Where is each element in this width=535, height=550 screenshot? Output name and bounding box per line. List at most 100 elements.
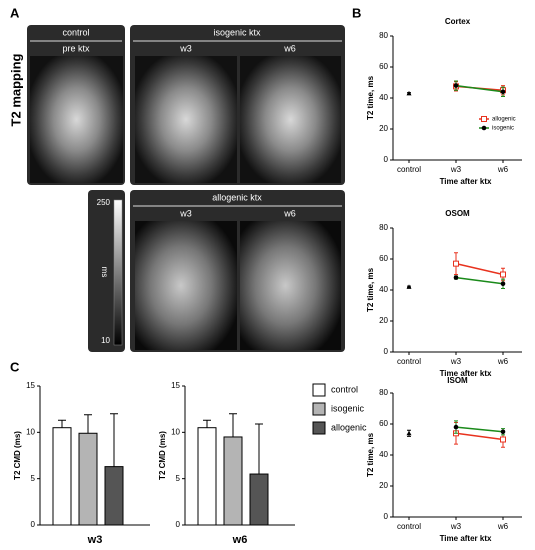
x-axis-label: Time after ktx — [440, 534, 492, 543]
panel-label: B — [352, 5, 361, 20]
bar — [104, 466, 124, 526]
y-tick-label: 20 — [379, 124, 388, 133]
y-tick-label: 60 — [379, 419, 388, 428]
bar — [249, 473, 269, 526]
colorbar-unit: ms — [100, 267, 109, 278]
point — [453, 260, 459, 267]
error-bar — [84, 414, 92, 434]
legend-marker — [481, 116, 487, 122]
y-tick-label: 0 — [176, 520, 181, 529]
x-tick-label: w6 — [497, 357, 509, 366]
legend-label: isogenic — [331, 403, 365, 413]
legend-label: allogenic — [492, 117, 516, 123]
header: allogenic ktx — [212, 192, 262, 202]
line — [455, 262, 504, 276]
y-tick-label: 5 — [176, 474, 181, 483]
y-tick-label: 80 — [379, 31, 388, 40]
chart-title: Cortex — [445, 17, 471, 26]
x-tick-label: control — [397, 165, 421, 174]
y-axis-label: T2 CMD (ms) — [158, 431, 167, 480]
chart-title: w6 — [232, 534, 248, 546]
x-tick-label: control — [397, 357, 421, 366]
error-bar — [203, 419, 211, 428]
legend-marker — [481, 125, 487, 131]
y-tick-label: 0 — [384, 512, 389, 521]
mri-image — [240, 221, 341, 350]
point — [500, 436, 506, 443]
point — [453, 275, 459, 280]
chart-title: OSOM — [445, 209, 470, 218]
subheader: w6 — [283, 43, 296, 53]
point — [406, 430, 412, 436]
legend-label: allogenic — [331, 422, 367, 432]
point — [406, 90, 412, 96]
x-axis-label: Time after ktx — [440, 177, 492, 186]
point — [453, 83, 459, 88]
bar — [52, 427, 72, 526]
error-bar — [110, 413, 118, 467]
subheader: w6 — [283, 208, 296, 218]
bar — [223, 436, 243, 526]
y-tick-label: 0 — [384, 155, 389, 164]
bar — [197, 427, 217, 526]
colorbar — [113, 199, 123, 346]
point — [500, 89, 506, 95]
legend-label: isogenic — [492, 126, 514, 132]
y-axis-label: T2 time, ms — [366, 432, 375, 477]
chart-title: w3 — [87, 534, 103, 546]
point — [453, 424, 459, 430]
y-tick-label: 80 — [379, 223, 388, 232]
subheader: pre ktx — [62, 43, 90, 53]
colorbar-min: 10 — [101, 336, 110, 345]
mri-image — [30, 56, 123, 183]
y-tick-label: 15 — [171, 381, 180, 390]
panel-label: A — [10, 5, 20, 20]
y-tick-label: 60 — [379, 62, 388, 71]
point — [406, 284, 412, 289]
chart-title: ISOM — [447, 376, 468, 385]
x-axis-label: Time after ktx — [440, 369, 492, 378]
bar — [78, 432, 98, 526]
panel-label: C — [10, 359, 20, 374]
header: isogenic ktx — [213, 27, 261, 37]
x-tick-label: w3 — [450, 522, 462, 531]
line — [455, 276, 504, 285]
x-tick-label: control — [397, 522, 421, 531]
y-axis-label: T2 time, ms — [366, 267, 375, 312]
mri-image — [135, 56, 237, 183]
y-axis-label: T2 CMD (ms) — [13, 431, 22, 480]
legend-label: control — [331, 384, 358, 394]
error-bar — [255, 423, 263, 475]
line — [455, 432, 504, 441]
y-tick-label: 10 — [26, 427, 35, 436]
y-tick-label: 80 — [379, 388, 388, 397]
y-tick-label: 40 — [379, 285, 388, 294]
panel-a-title: T2 mapping — [8, 53, 23, 126]
x-tick-label: w3 — [450, 165, 462, 174]
subheader: w3 — [179, 208, 192, 218]
y-axis-label: T2 time, ms — [366, 75, 375, 120]
x-tick-label: w6 — [497, 165, 509, 174]
mri-image — [135, 221, 237, 350]
colorbar-max: 250 — [97, 198, 111, 207]
y-tick-label: 15 — [26, 381, 35, 390]
y-tick-label: 60 — [379, 254, 388, 263]
mri-image — [240, 56, 341, 183]
legend-swatch — [312, 383, 326, 397]
y-tick-label: 0 — [31, 520, 36, 529]
error-bar — [58, 419, 66, 428]
y-tick-label: 0 — [384, 347, 389, 356]
y-tick-label: 10 — [171, 427, 180, 436]
subheader: w3 — [179, 43, 192, 53]
y-tick-label: 20 — [379, 316, 388, 325]
error-bar — [229, 413, 237, 437]
y-tick-label: 40 — [379, 93, 388, 102]
point — [500, 281, 506, 287]
x-tick-label: w3 — [450, 357, 462, 366]
line — [455, 426, 504, 433]
header: control — [62, 27, 89, 37]
legend-swatch — [312, 402, 326, 416]
y-tick-label: 20 — [379, 481, 388, 490]
y-tick-label: 40 — [379, 450, 388, 459]
